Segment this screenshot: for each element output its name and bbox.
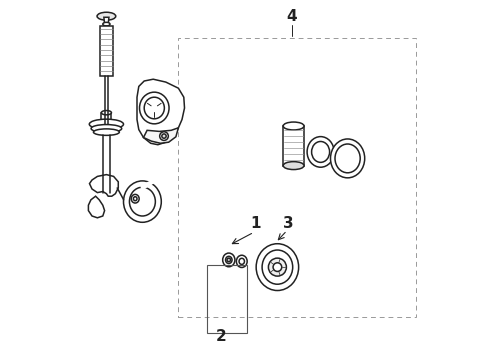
Circle shape bbox=[269, 258, 286, 276]
Ellipse shape bbox=[133, 197, 137, 201]
Bar bbox=[283, 126, 304, 166]
Polygon shape bbox=[90, 175, 118, 196]
Ellipse shape bbox=[307, 136, 334, 167]
Ellipse shape bbox=[123, 181, 161, 222]
Polygon shape bbox=[88, 196, 104, 218]
Polygon shape bbox=[104, 17, 109, 24]
Ellipse shape bbox=[236, 255, 247, 267]
Circle shape bbox=[227, 258, 231, 262]
Ellipse shape bbox=[94, 129, 120, 135]
Ellipse shape bbox=[89, 119, 123, 129]
Ellipse shape bbox=[144, 97, 164, 119]
Text: 2: 2 bbox=[216, 329, 227, 344]
Text: 4: 4 bbox=[287, 9, 297, 24]
Ellipse shape bbox=[129, 187, 155, 216]
Ellipse shape bbox=[97, 12, 116, 20]
Ellipse shape bbox=[222, 253, 235, 267]
Ellipse shape bbox=[283, 162, 304, 170]
Ellipse shape bbox=[239, 258, 245, 264]
Ellipse shape bbox=[103, 22, 110, 26]
Circle shape bbox=[273, 263, 282, 271]
Circle shape bbox=[160, 132, 169, 140]
Polygon shape bbox=[137, 79, 185, 145]
Text: 3: 3 bbox=[283, 216, 294, 231]
Ellipse shape bbox=[140, 92, 169, 124]
Bar bbox=[207, 265, 247, 333]
Ellipse shape bbox=[101, 111, 111, 115]
Ellipse shape bbox=[312, 141, 330, 162]
Ellipse shape bbox=[283, 122, 304, 130]
Circle shape bbox=[162, 134, 166, 138]
Text: 1: 1 bbox=[250, 216, 261, 231]
Polygon shape bbox=[144, 128, 178, 143]
Bar bbox=[178, 38, 416, 317]
Ellipse shape bbox=[256, 244, 298, 291]
Ellipse shape bbox=[91, 125, 122, 132]
Ellipse shape bbox=[262, 250, 293, 284]
Ellipse shape bbox=[330, 139, 365, 178]
Ellipse shape bbox=[225, 256, 232, 264]
Ellipse shape bbox=[131, 194, 139, 203]
Polygon shape bbox=[100, 26, 113, 76]
Polygon shape bbox=[101, 113, 111, 124]
Ellipse shape bbox=[335, 144, 360, 173]
